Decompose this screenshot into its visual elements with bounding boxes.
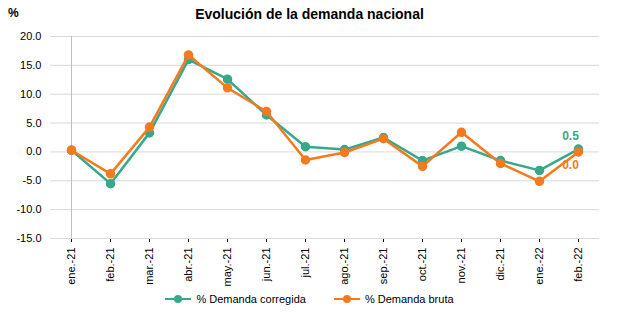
svg-text:0.0: 0.0 xyxy=(26,145,41,157)
html-text:Evolución de la demanda nacion: Evolución de la demanda nacional xyxy=(195,6,424,22)
svg-text:0.5: 0.5 xyxy=(562,129,579,143)
svg-text:jun.-21: jun.-21 xyxy=(260,248,272,283)
svg-text:jul.-21: jul.-21 xyxy=(299,248,311,279)
svg-text:0.0: 0.0 xyxy=(562,158,579,172)
svg-text:10.0: 10.0 xyxy=(20,88,41,100)
svg-text:15.0: 15.0 xyxy=(20,59,41,71)
svg-text:-5.0: -5.0 xyxy=(23,174,42,186)
svg-text:20.0: 20.0 xyxy=(20,30,41,42)
svg-text:feb.-22: feb.-22 xyxy=(572,248,584,282)
svg-text:mar.-21: mar.-21 xyxy=(143,248,155,285)
svg-text:ene.-22: ene.-22 xyxy=(533,248,545,285)
svg-text:dic.-21: dic.-21 xyxy=(494,248,506,281)
svg-text:oct.-21: oct.-21 xyxy=(416,248,428,282)
html-text:% Demanda bruta: % Demanda bruta xyxy=(364,293,454,305)
svg-text:ene.-21: ene.-21 xyxy=(65,248,77,285)
svg-text:-10.0: -10.0 xyxy=(16,203,41,215)
svg-text:may.-21: may.-21 xyxy=(221,248,233,287)
html-text:% Demanda corregida: % Demanda corregida xyxy=(196,293,306,305)
svg-text:ago.-21: ago.-21 xyxy=(338,248,350,285)
svg-text:feb.-21: feb.-21 xyxy=(104,248,116,282)
svg-text:abr.-21: abr.-21 xyxy=(182,248,194,282)
svg-text:-15.0: -15.0 xyxy=(16,232,41,244)
svg-text:nov.-21: nov.-21 xyxy=(455,248,467,284)
svg-text:5.0: 5.0 xyxy=(26,117,41,129)
svg-text:sep.-21: sep.-21 xyxy=(377,248,389,285)
